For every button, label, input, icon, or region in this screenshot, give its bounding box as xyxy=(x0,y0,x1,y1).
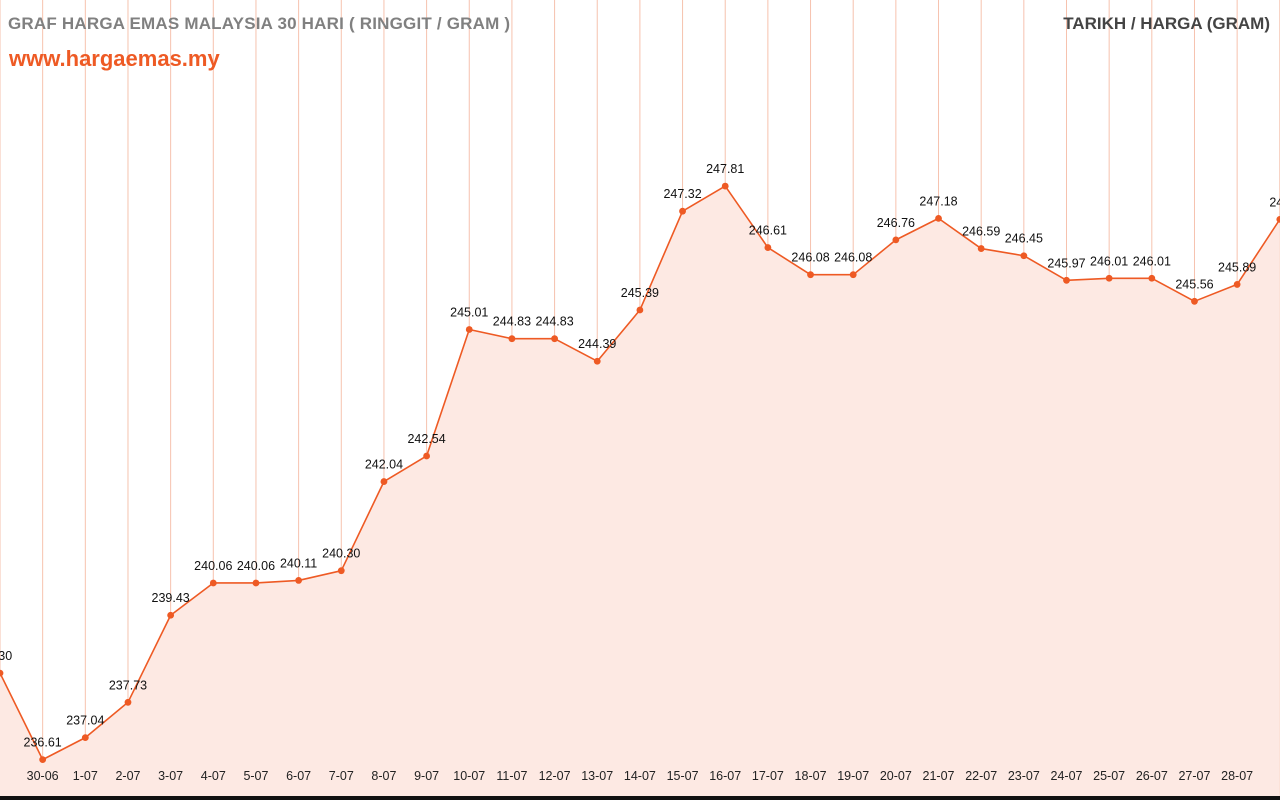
data-point xyxy=(1233,281,1241,288)
data-label: 246.61 xyxy=(749,224,787,238)
site-url: www.hargaemas.my xyxy=(9,46,220,71)
x-tick-label: 4-07 xyxy=(201,769,226,783)
data-point xyxy=(1276,215,1280,223)
data-point xyxy=(593,357,601,365)
data-label: 247 xyxy=(1269,195,1280,209)
data-point xyxy=(465,326,473,333)
x-tick-label: 25-07 xyxy=(1093,769,1125,783)
data-point xyxy=(679,207,686,215)
data-point xyxy=(1105,274,1113,282)
data-point xyxy=(508,335,516,343)
data-point xyxy=(764,244,772,251)
data-label: 242.04 xyxy=(365,458,403,472)
data-label: 246.76 xyxy=(877,216,915,230)
x-tick-label: 20-07 xyxy=(880,769,912,783)
x-tick-label: 6-07 xyxy=(286,769,311,783)
x-tick-label: 24-07 xyxy=(1051,769,1083,783)
data-label: 3.30 xyxy=(0,649,12,663)
data-point xyxy=(721,182,729,190)
data-label: 240.06 xyxy=(237,559,275,573)
data-label: 247.32 xyxy=(663,187,701,201)
data-point xyxy=(551,335,558,343)
x-tick-label: 2-07 xyxy=(115,769,140,783)
price-area xyxy=(0,186,1280,797)
data-label: 245.39 xyxy=(621,286,659,300)
x-tick-label: 30-06 xyxy=(27,769,59,783)
x-tick-label: 27-07 xyxy=(1178,769,1210,783)
data-label: 247.81 xyxy=(706,162,744,176)
axis-legend-label: TARIKH / HARGA (GRAM) xyxy=(1063,14,1270,33)
data-label: 242.54 xyxy=(407,432,445,446)
data-label: 246.01 xyxy=(1133,254,1171,268)
data-point xyxy=(636,306,644,314)
data-point xyxy=(0,669,4,677)
data-point xyxy=(1063,276,1070,284)
data-point xyxy=(81,734,89,742)
data-label: 244.83 xyxy=(535,315,573,329)
data-label: 237.04 xyxy=(66,714,104,728)
data-point xyxy=(807,271,814,279)
x-tick-label: 10-07 xyxy=(453,769,485,783)
data-label: 237.73 xyxy=(109,678,147,692)
data-label: 236.61 xyxy=(24,736,62,750)
data-label: 240.11 xyxy=(280,556,317,570)
data-point xyxy=(295,577,303,584)
x-tick-label: 22-07 xyxy=(965,769,997,783)
x-tick-label: 9-07 xyxy=(414,769,439,783)
x-tick-label: 18-07 xyxy=(795,769,827,783)
data-label: 247.18 xyxy=(919,194,957,208)
data-label: 246.08 xyxy=(834,251,872,265)
data-point xyxy=(209,579,217,587)
data-point xyxy=(892,236,900,244)
data-label: 239.43 xyxy=(152,591,190,605)
x-tick-label: 26-07 xyxy=(1136,769,1168,783)
x-tick-label: 15-07 xyxy=(667,769,699,783)
data-label: 246.01 xyxy=(1090,254,1128,268)
x-tick-label: 12-07 xyxy=(539,769,571,783)
x-tick-label: 13-07 xyxy=(581,769,613,783)
x-tick-label: 16-07 xyxy=(709,769,741,783)
x-tick-label: 7-07 xyxy=(329,769,354,783)
x-tick-label: 3-07 xyxy=(158,769,183,783)
x-tick-label: 19-07 xyxy=(837,769,869,783)
data-point xyxy=(1148,274,1156,282)
data-label: 246.08 xyxy=(791,251,829,265)
x-tick-label: 21-07 xyxy=(923,769,955,783)
data-label: 245.56 xyxy=(1175,277,1213,291)
data-point xyxy=(977,245,985,252)
x-tick-label: 5-07 xyxy=(243,769,268,783)
data-point xyxy=(1020,252,1028,260)
data-point xyxy=(167,611,175,619)
data-label: 246.59 xyxy=(962,225,1000,239)
data-label: 245.89 xyxy=(1218,260,1256,274)
data-point xyxy=(252,579,260,587)
data-point xyxy=(124,698,132,706)
x-tick-label: 17-07 xyxy=(752,769,784,783)
x-tick-label: 8-07 xyxy=(371,769,396,783)
data-label: 245.01 xyxy=(450,305,488,319)
data-label: 246.45 xyxy=(1005,232,1043,246)
data-label: 240.30 xyxy=(322,547,360,561)
bottom-edge xyxy=(0,796,1280,800)
data-label: 240.06 xyxy=(194,559,232,573)
data-point xyxy=(1191,297,1198,305)
x-tick-label: 14-07 xyxy=(624,769,656,783)
data-label: 245.97 xyxy=(1047,256,1085,270)
x-tick-label: 28-07 xyxy=(1221,769,1253,783)
x-tick-label: 1-07 xyxy=(73,769,98,783)
x-tick-label: 11-07 xyxy=(496,769,527,783)
data-label: 244.83 xyxy=(493,315,531,329)
chart-title: GRAF HARGA EMAS MALAYSIA 30 HARI ( RINGG… xyxy=(8,14,511,33)
data-point xyxy=(39,756,47,764)
data-point xyxy=(849,271,857,279)
data-point xyxy=(935,214,942,222)
data-label: 244.39 xyxy=(578,337,616,351)
x-tick-label: 23-07 xyxy=(1008,769,1040,783)
data-point xyxy=(423,452,430,460)
data-point xyxy=(337,567,345,575)
data-point xyxy=(380,478,388,485)
